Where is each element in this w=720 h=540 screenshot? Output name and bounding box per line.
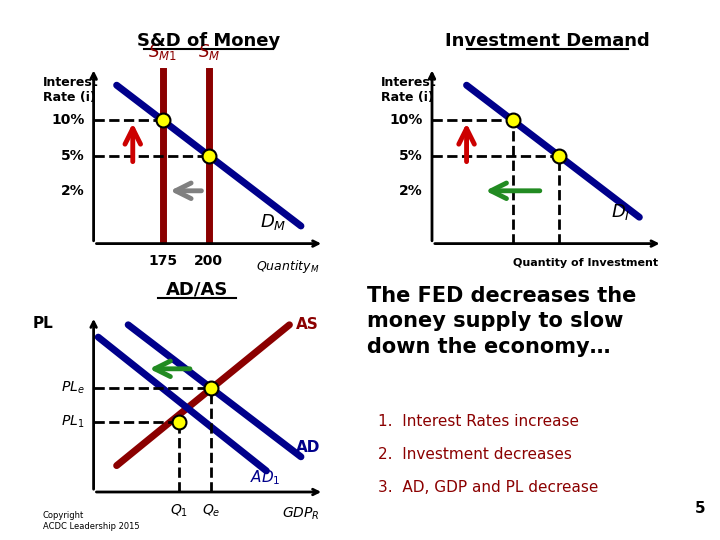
Text: $PL_e$: $PL_e$ <box>60 380 84 396</box>
Text: 1.  Interest Rates increase: 1. Interest Rates increase <box>377 414 579 429</box>
Text: AD: AD <box>297 441 320 456</box>
Text: Interest
Rate (i): Interest Rate (i) <box>382 76 437 104</box>
Text: 5: 5 <box>695 501 706 516</box>
Text: $S_M$: $S_M$ <box>198 42 220 62</box>
Text: AD/AS: AD/AS <box>166 281 228 299</box>
Text: PL: PL <box>32 316 53 331</box>
Text: Investment Demand: Investment Demand <box>445 32 649 50</box>
Text: $D_M$: $D_M$ <box>260 212 287 233</box>
Text: 200: 200 <box>194 254 223 268</box>
Text: S&D of Money: S&D of Money <box>138 32 280 50</box>
Text: $Q_1$: $Q_1$ <box>170 503 188 519</box>
Text: $Q_e$: $Q_e$ <box>202 503 220 519</box>
Text: $PL_1$: $PL_1$ <box>61 414 84 430</box>
Text: 5%: 5% <box>399 148 423 163</box>
Text: 10%: 10% <box>390 113 423 127</box>
Text: 2%: 2% <box>399 184 423 198</box>
Text: Interest
Rate (i): Interest Rate (i) <box>43 76 99 104</box>
Text: 3.  AD, GDP and PL decrease: 3. AD, GDP and PL decrease <box>377 481 598 495</box>
Text: $S_{M1}$: $S_{M1}$ <box>148 42 177 62</box>
Text: 2%: 2% <box>60 184 84 198</box>
Text: Quantity of Investment: Quantity of Investment <box>513 258 658 268</box>
Text: AS: AS <box>297 318 319 332</box>
Text: $D_I$: $D_I$ <box>611 202 631 222</box>
Text: $Quantity_M$: $Quantity_M$ <box>256 258 320 275</box>
Text: $GDP_R$: $GDP_R$ <box>282 506 320 523</box>
Text: The FED decreases the
money supply to slow
down the economy…: The FED decreases the money supply to sl… <box>367 286 636 357</box>
Text: 175: 175 <box>148 254 177 268</box>
Text: $AD_1$: $AD_1$ <box>251 469 281 487</box>
Text: 5%: 5% <box>60 148 84 163</box>
Text: 2.  Investment decreases: 2. Investment decreases <box>377 447 572 462</box>
Text: 10%: 10% <box>51 113 84 127</box>
Text: Copyright
ACDC Leadership 2015: Copyright ACDC Leadership 2015 <box>43 511 140 531</box>
